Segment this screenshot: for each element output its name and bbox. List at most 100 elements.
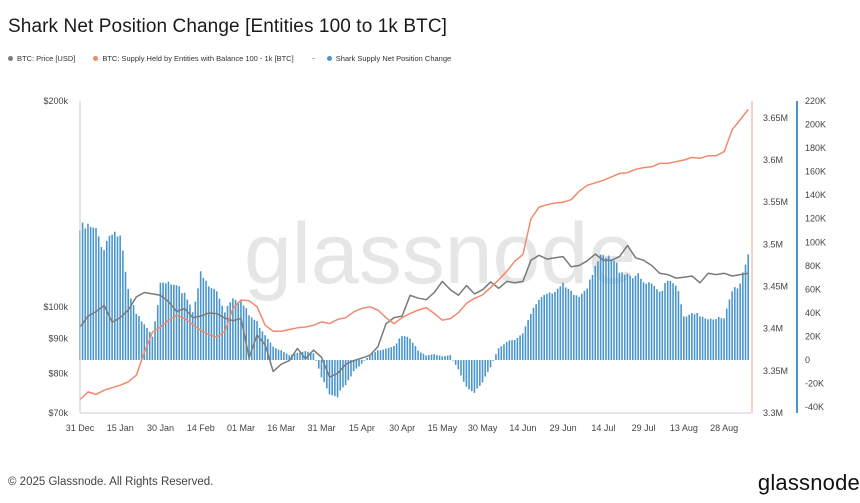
net-change-bar: [530, 313, 532, 361]
net-change-bar: [725, 308, 728, 361]
line-series-group: [79, 108, 749, 401]
net-change-bar: [683, 316, 685, 361]
y-tick-change: 220K: [805, 96, 826, 106]
net-change-bar: [470, 360, 473, 392]
net-change-bar: [296, 352, 299, 361]
net-change-bar: [583, 290, 586, 361]
legend-item-supply[interactable]: BTC: Supply Held by Entities with Balanc…: [93, 54, 294, 63]
net-change-bar: [162, 282, 164, 361]
net-change-bar: [154, 321, 156, 361]
net-change-bar: [194, 301, 197, 361]
net-change-bar: [245, 308, 248, 361]
legend-swatch-dash: [311, 58, 315, 59]
net-change-bar: [487, 360, 489, 372]
net-change-bar: [610, 260, 613, 361]
x-tick: 15 Apr: [349, 423, 375, 433]
y-tick-change: -40K: [805, 402, 824, 412]
net-change-bar: [543, 294, 546, 361]
net-change-bar: [390, 347, 393, 361]
net-change-bar: [210, 288, 213, 361]
net-change-bar: [218, 298, 221, 361]
net-change-bar: [648, 282, 650, 361]
net-change-bar: [441, 356, 444, 361]
legend-item-price[interactable]: BTC: Price [USD]: [8, 54, 75, 63]
y-tick-price: $100k: [43, 302, 68, 312]
net-change-bar: [283, 352, 285, 361]
net-change-bar: [395, 343, 398, 361]
y-tick-supply: 3.3M: [763, 408, 783, 418]
net-change-bar: [81, 222, 84, 361]
net-change-bar: [739, 283, 741, 361]
net-change-bar: [457, 360, 460, 370]
chart-canvas[interactable]: glassnode $70k $80k $90k $100k $200k 3.3M 3.35…: [0, 88, 860, 448]
net-change-bar: [640, 278, 642, 361]
x-tick: 14 Feb: [187, 423, 215, 433]
net-change-bar: [661, 290, 664, 361]
net-change-bar: [436, 355, 438, 361]
net-change-bar: [334, 360, 336, 397]
net-change-bar: [358, 360, 360, 367]
net-change-bar: [685, 316, 688, 361]
net-change-bar: [677, 291, 680, 361]
net-change-bar: [438, 355, 441, 361]
net-change-bar: [503, 344, 505, 361]
net-change-bar: [417, 350, 419, 361]
y-tick-change: 100K: [805, 237, 826, 247]
net-change-bar: [197, 288, 199, 361]
y-tick-change: 80K: [805, 261, 821, 271]
net-change-bar: [130, 298, 132, 361]
net-change-bar: [688, 314, 690, 361]
net-change-bar: [540, 296, 543, 361]
net-change-bar: [446, 355, 449, 361]
net-change-bar: [377, 350, 379, 361]
net-change-bar: [723, 318, 725, 361]
net-change-bar: [207, 286, 210, 361]
net-change-bar: [658, 291, 661, 361]
y-tick-change: 40K: [805, 308, 821, 318]
net-change-bar: [586, 288, 588, 361]
net-change-bar: [237, 302, 240, 361]
net-change-bar: [605, 257, 607, 361]
legend-swatch-price: [8, 56, 13, 61]
net-change-bar: [409, 338, 411, 361]
net-change-bar: [326, 360, 328, 389]
x-tick: 31 Dec: [66, 423, 95, 433]
net-change-bar: [481, 360, 484, 383]
net-change-bar: [597, 261, 599, 361]
x-tick: 01 Mar: [227, 423, 255, 433]
net-change-bar: [554, 291, 556, 361]
net-change-bar: [674, 285, 677, 361]
net-change-bar: [293, 353, 296, 361]
net-change-bar: [288, 355, 291, 361]
net-change-bar: [116, 236, 119, 361]
net-change-bar: [645, 283, 648, 361]
net-change-bar: [629, 275, 631, 361]
y-tick-change: 60K: [805, 284, 821, 294]
net-change-bar: [285, 353, 288, 361]
y-tick-supply: 3.35M: [763, 366, 788, 376]
net-change-bar: [425, 355, 427, 361]
net-change-bar: [618, 272, 621, 361]
legend-item-change[interactable]: Shark Supply Net Position Change: [311, 54, 452, 63]
net-change-bar: [479, 360, 481, 386]
x-tick: 14 Jun: [509, 423, 536, 433]
net-change-bar: [637, 273, 639, 361]
net-change-bar: [548, 292, 551, 361]
x-tick: 15 Jan: [107, 423, 134, 433]
net-change-bar: [347, 360, 350, 381]
y-tick-change: 140K: [805, 190, 826, 200]
net-change-bar: [108, 235, 111, 361]
net-change-bar: [669, 280, 672, 361]
net-change-bar: [387, 347, 390, 361]
net-change-bar: [277, 349, 280, 361]
net-change-bar: [113, 231, 116, 361]
net-change-bar: [352, 360, 355, 372]
net-change-bar: [215, 291, 218, 361]
net-change-bar: [720, 318, 723, 361]
y-tick-price: $80k: [48, 368, 68, 378]
net-change-bar: [484, 360, 486, 377]
net-change-bar: [411, 342, 414, 361]
net-change-bar: [701, 316, 704, 361]
net-change-bar: [468, 360, 470, 390]
legend-label-change: Shark Supply Net Position Change: [335, 54, 452, 63]
